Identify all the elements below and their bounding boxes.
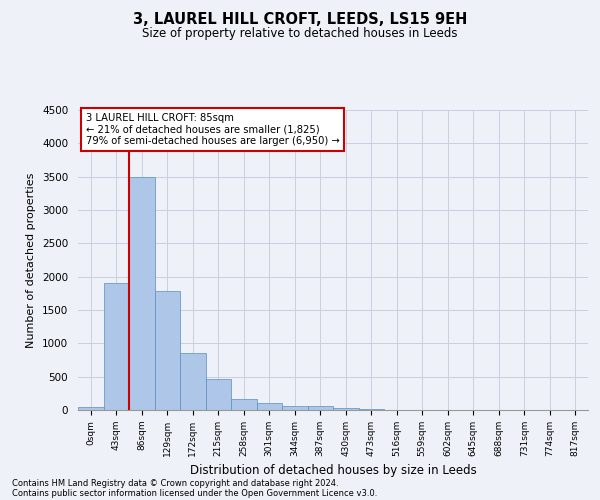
Bar [205,380,231,410]
Bar [231,400,257,410]
Bar [359,408,384,410]
Bar [129,176,155,410]
Text: Size of property relative to detached houses in Leeds: Size of property relative to detached ho… [142,28,458,40]
Y-axis label: Number of detached properties: Number of detached properties [26,172,37,348]
Text: 3, LAUREL HILL CROFT, LEEDS, LS15 9EH: 3, LAUREL HILL CROFT, LEEDS, LS15 9EH [133,12,467,28]
Bar [155,290,180,410]
Bar [104,284,129,410]
Bar [308,406,333,410]
Bar [282,406,308,410]
Text: Contains public sector information licensed under the Open Government Licence v3: Contains public sector information licen… [12,488,377,498]
Text: Contains HM Land Registry data © Crown copyright and database right 2024.: Contains HM Land Registry data © Crown c… [12,478,338,488]
X-axis label: Distribution of detached houses by size in Leeds: Distribution of detached houses by size … [190,464,476,477]
Bar [257,404,282,410]
Bar [180,354,205,410]
Bar [333,408,359,410]
Text: 3 LAUREL HILL CROFT: 85sqm
← 21% of detached houses are smaller (1,825)
79% of s: 3 LAUREL HILL CROFT: 85sqm ← 21% of deta… [86,113,340,146]
Bar [78,408,104,410]
